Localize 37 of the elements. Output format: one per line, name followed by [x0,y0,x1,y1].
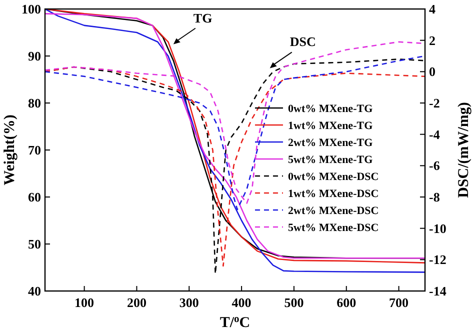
y-axis-title: Weight(%) [2,114,18,186]
y2-tick-label: 2 [429,32,436,48]
y2-tick-label: -6 [429,158,440,174]
y-tick-label: 80 [28,96,41,110]
y2-tick-label: -8 [429,190,440,204]
y-tick-label: 40 [28,284,41,298]
legend-label: 2wt% MXene-DSC [288,205,379,217]
legend-label: 5wt% MXene-TG [288,154,374,166]
legend-label: 2wt% MXene-TG [288,137,374,149]
legend-label: 0wt% MXene-TG [288,103,374,115]
legend-label: 1wt% MXene-DSC [288,188,379,200]
y-tick-label: 100 [22,2,41,16]
annotation: DSC [290,34,316,50]
y2-tick-label: 0 [429,64,436,80]
y2-axis-title: DSC/(mW/mg) [456,102,472,198]
legend-label: 0wt% MXene-DSC [288,171,379,183]
x-tick-label: 600 [336,295,356,310]
x-tick-label: 100 [74,295,94,310]
x-axis-title: T/$^{o}$C [220,314,250,331]
y-tick-label: 90 [28,48,41,64]
y-tick-label: 70 [28,142,41,158]
x-tick-label: 500 [284,295,304,310]
annotation: TG [193,10,212,26]
x-tick-label: 700 [389,295,409,310]
x-tick-label: 300 [179,295,199,310]
y-tick-label: 50 [28,236,41,252]
x-tick-label: 400 [232,295,252,310]
y2-tick-label: -4 [429,126,440,142]
x-tick-label: 200 [126,295,146,310]
legend-label: 5wt% MXene-DSC [288,222,379,234]
y2-tick-label: -14 [429,284,447,298]
legend-label: 1wt% MXene-TG [288,120,374,132]
y2-tick-label: -12 [429,252,446,268]
y2-tick-label: -10 [429,220,446,236]
y2-tick-label: -2 [429,96,440,110]
y2-tick-label: 4 [429,2,436,16]
y-tick-label: 60 [28,190,41,204]
